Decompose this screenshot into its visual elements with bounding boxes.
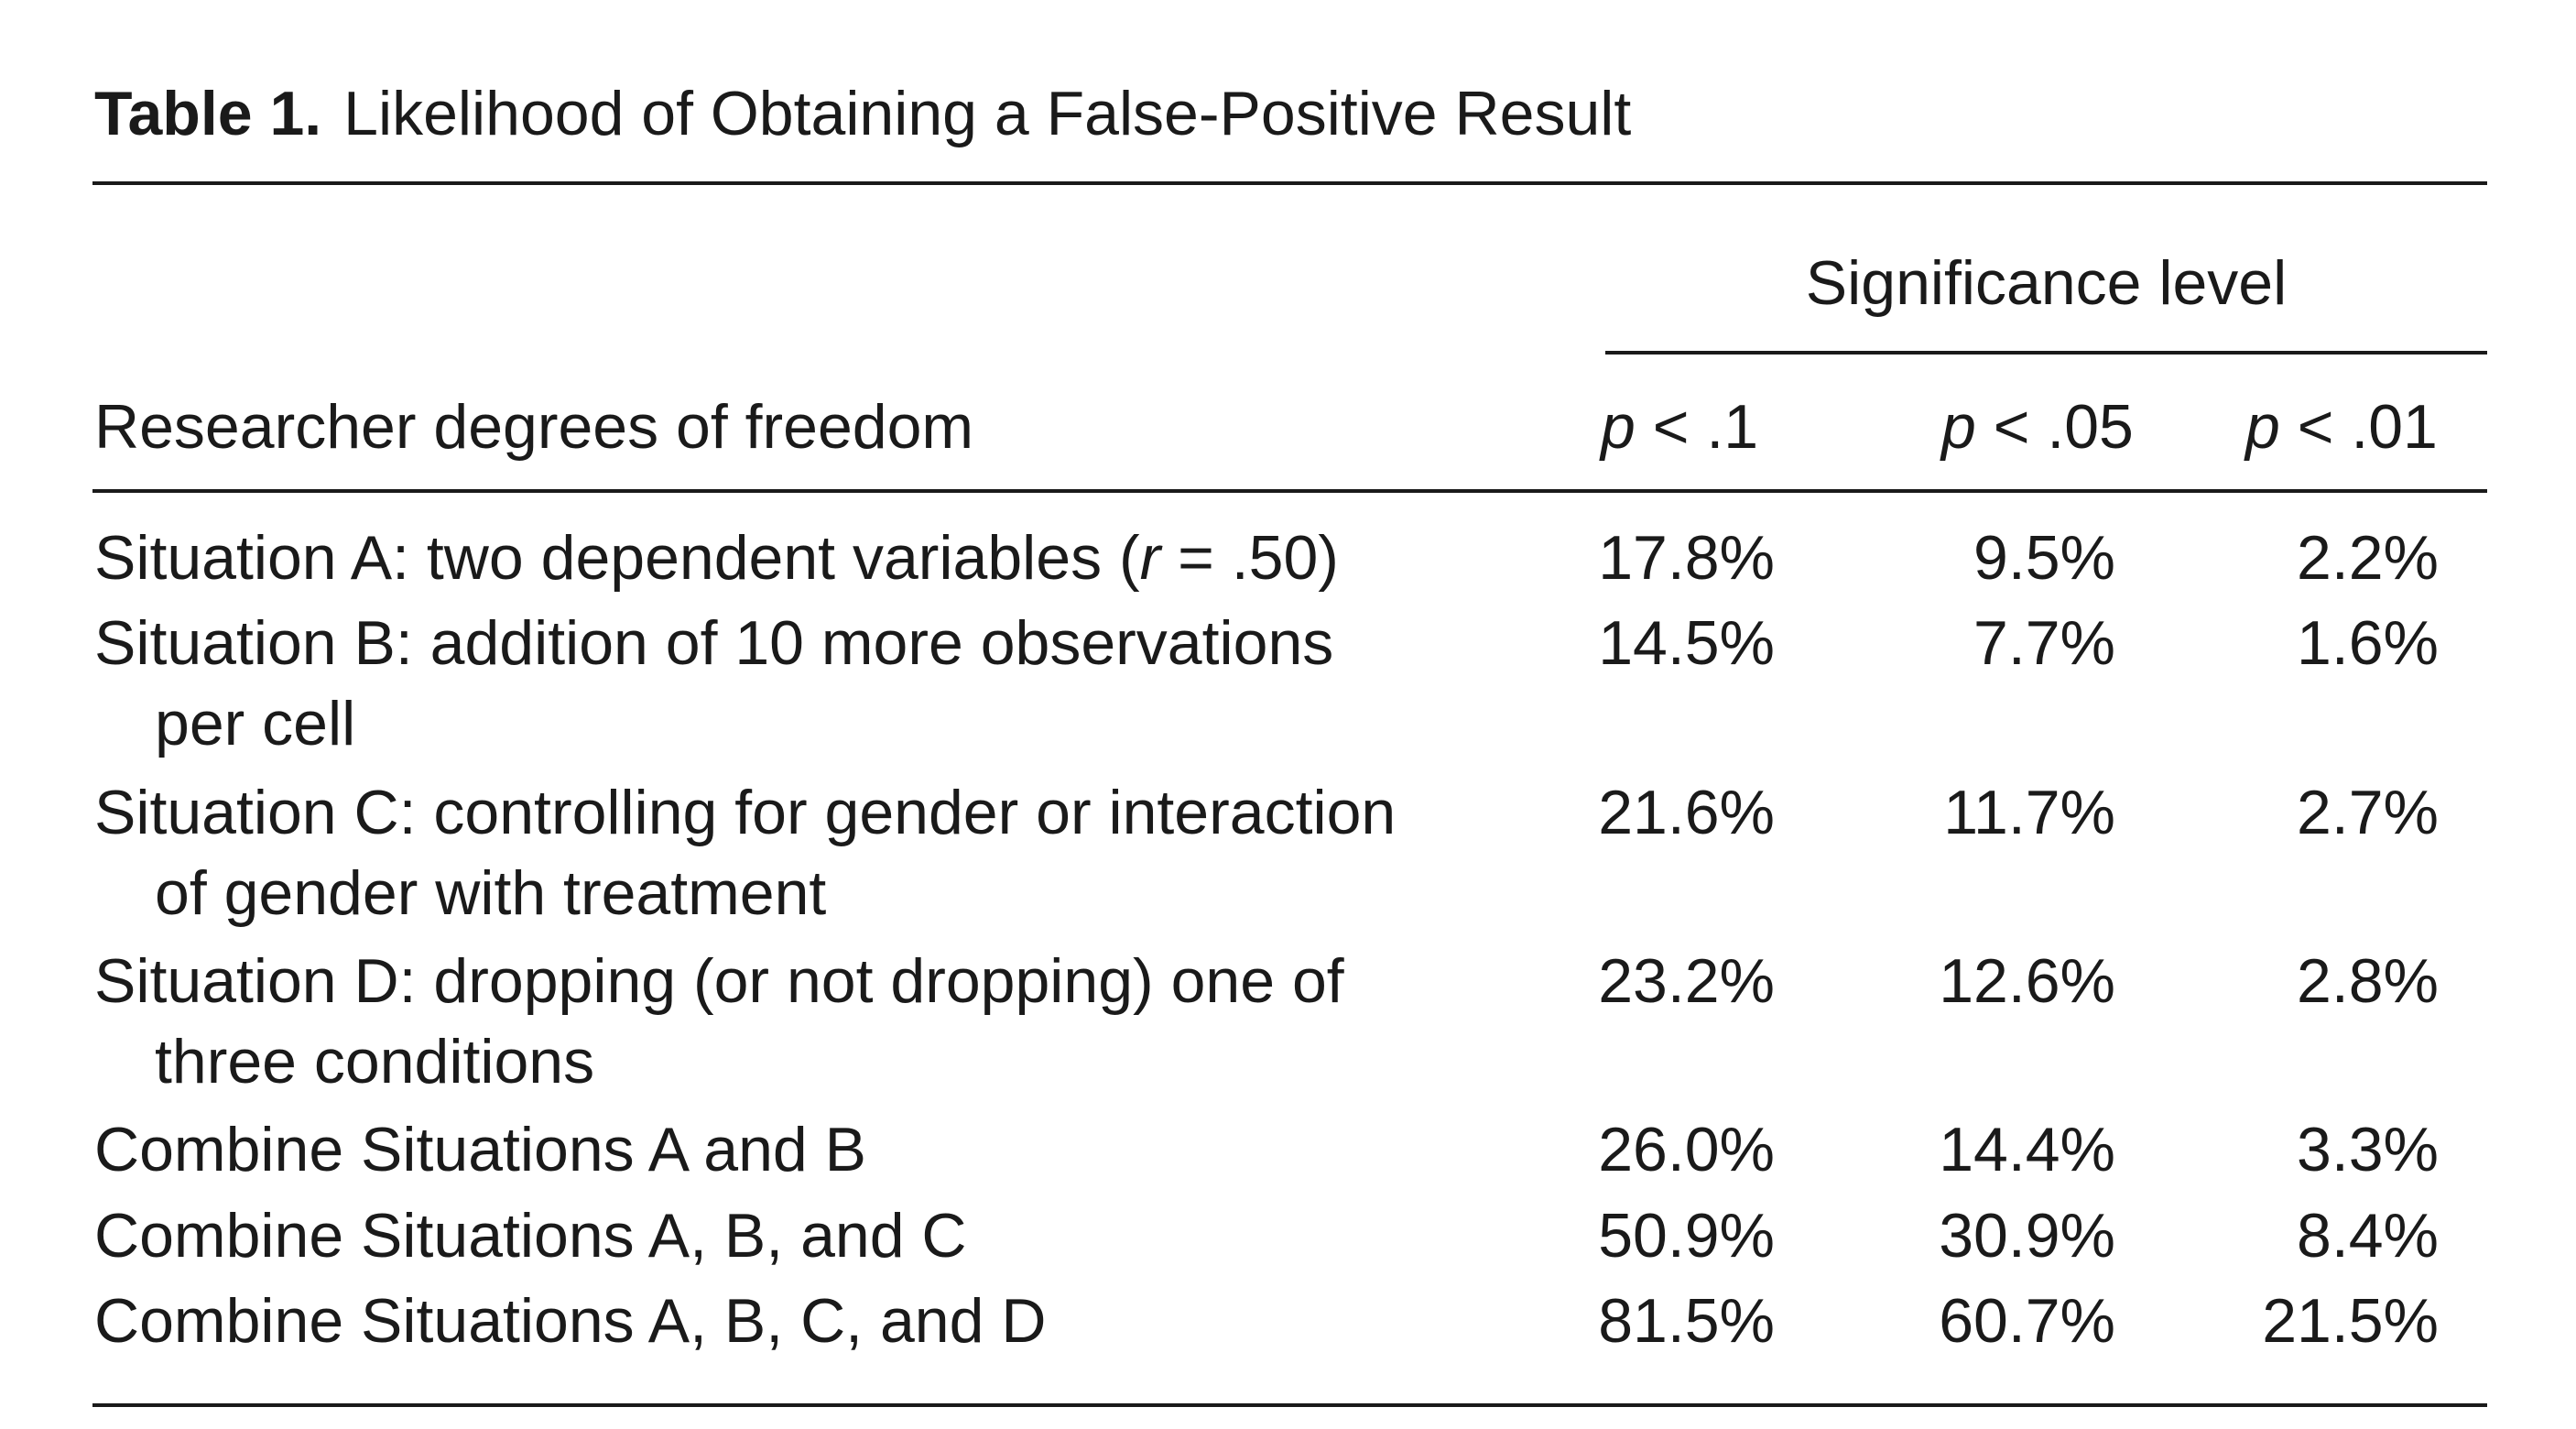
row-label-text: Combine Situations A, B, C, and D bbox=[94, 1286, 1047, 1356]
table-cell-value: 21.5% bbox=[2262, 1286, 2439, 1356]
row-label-text: Situation A: two dependent variables (r … bbox=[94, 523, 1339, 593]
table-cell-value: 1.6% bbox=[2297, 608, 2439, 678]
table-cell-value: 14.4% bbox=[1939, 1115, 2115, 1184]
row-label-text: Combine Situations A and B bbox=[94, 1115, 866, 1184]
row-label-continuation: three conditions bbox=[155, 1027, 595, 1096]
table-cell-value: 30.9% bbox=[1939, 1201, 2115, 1271]
row-label-text: Situation B: addition of 10 more observa… bbox=[94, 608, 1334, 678]
table-row-label: Situation A: two dependent variables (r … bbox=[94, 518, 1523, 598]
row-label-text: Situation C: controlling for gender or i… bbox=[94, 778, 1397, 847]
table-cell-value: 81.5% bbox=[1598, 1286, 1775, 1356]
table-cell-value: 23.2% bbox=[1598, 946, 1775, 1016]
row-label-continuation: of gender with treatment bbox=[155, 858, 827, 928]
top-rule bbox=[92, 181, 2487, 185]
table-cell-value: 3.3% bbox=[2297, 1115, 2439, 1184]
table-cell-value: 60.7% bbox=[1939, 1286, 2115, 1356]
spanner-rule bbox=[1605, 351, 2487, 355]
table-cell-value: 8.4% bbox=[2297, 1201, 2439, 1271]
table-cell-value: 50.9% bbox=[1598, 1201, 1775, 1271]
table-cell-value: 9.5% bbox=[1973, 523, 2115, 593]
table-cell-value: 2.2% bbox=[2297, 523, 2439, 593]
table-cell-value: 7.7% bbox=[1973, 608, 2115, 678]
column-header-p-001: p < .01 bbox=[2245, 392, 2438, 462]
column-header-p-01: p < .1 bbox=[1601, 392, 1759, 462]
table-cell-value: 11.7% bbox=[1943, 778, 2115, 847]
table-row-label: Situation D: dropping (or not dropping) … bbox=[94, 941, 1523, 1102]
table-row-label: Combine Situations A and B bbox=[94, 1109, 1523, 1190]
table-row-label: Combine Situations A, B, and C bbox=[94, 1195, 1523, 1276]
table-cell-value: 12.6% bbox=[1939, 946, 2115, 1016]
table-label: Table 1. bbox=[94, 79, 322, 148]
table-row-label: Situation B: addition of 10 more observa… bbox=[94, 603, 1523, 764]
table-cell-value: 2.8% bbox=[2297, 946, 2439, 1016]
header-rule bbox=[92, 489, 2487, 493]
table-cell-value: 17.8% bbox=[1598, 523, 1775, 593]
table-cell-value: 2.7% bbox=[2297, 778, 2439, 847]
table-cell-value: 14.5% bbox=[1598, 608, 1775, 678]
row-label-text: Situation D: dropping (or not dropping) … bbox=[94, 946, 1344, 1016]
stub-header: Researcher degrees of freedom bbox=[94, 392, 974, 462]
significance-level-header: Significance level bbox=[1805, 248, 2288, 318]
table-cell-value: 21.6% bbox=[1598, 778, 1775, 847]
column-header-p-005: p < .05 bbox=[1941, 392, 2134, 462]
bottom-rule bbox=[92, 1403, 2487, 1407]
table-row-label: Combine Situations A, B, C, and D bbox=[94, 1281, 1523, 1361]
table-cell-value: 26.0% bbox=[1598, 1115, 1775, 1184]
row-label-text: Combine Situations A, B, and C bbox=[94, 1201, 967, 1271]
table-title: Likelihood of Obtaining a False-Positive… bbox=[343, 79, 1632, 148]
table-row-label: Situation C: controlling for gender or i… bbox=[94, 772, 1523, 933]
table-caption: Table 1. Likelihood of Obtaining a False-… bbox=[94, 77, 1631, 150]
row-label-continuation: per cell bbox=[155, 689, 356, 758]
